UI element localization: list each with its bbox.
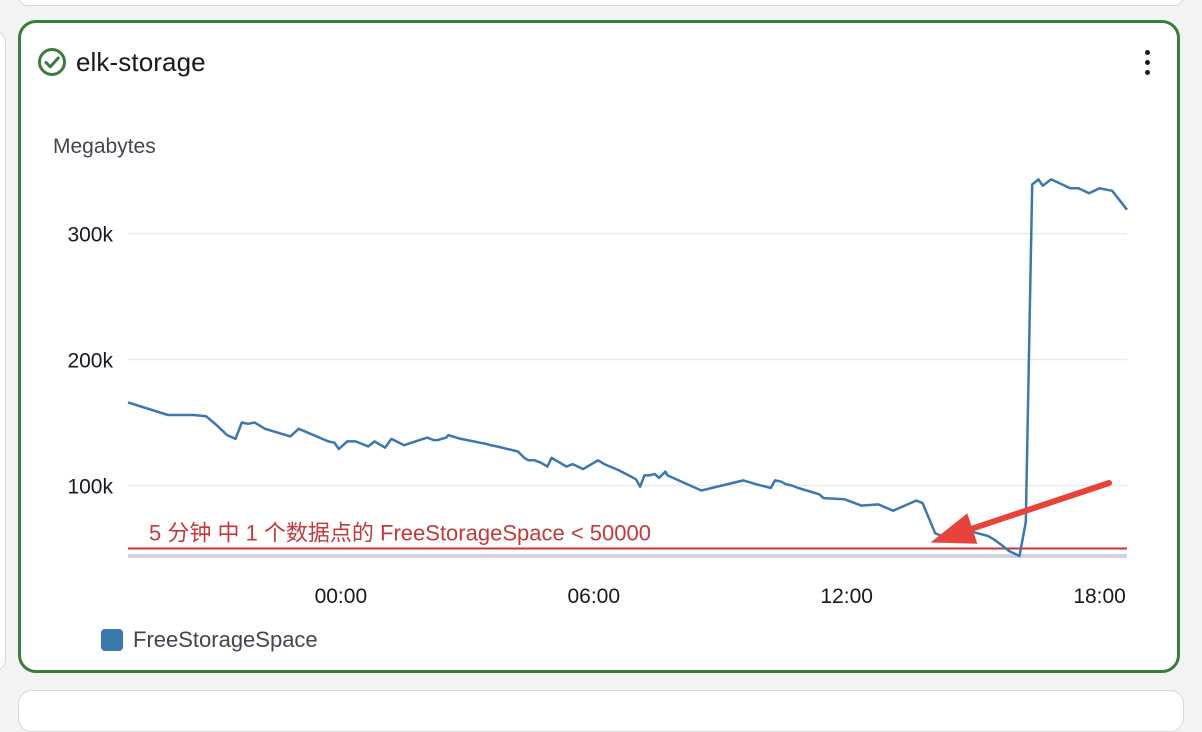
x-tick-label: 06:00 [567, 585, 620, 608]
x-tick-label: 00:00 [315, 585, 368, 608]
y-axis-label: Megabytes [53, 135, 156, 158]
y-tick-label: 200k [67, 350, 113, 373]
check-circle-icon [37, 47, 67, 77]
red-arrow [930, 480, 1112, 544]
alarm-widget-card: elk-storage Megabytes 100k 200k 300k 00:00… [18, 20, 1180, 673]
more-vertical-icon[interactable] [1137, 45, 1157, 79]
x-tick-label: 18:00 [1073, 585, 1126, 608]
y-tick-label: 100k [67, 475, 113, 498]
legend-swatch [101, 629, 123, 651]
widget-header: elk-storage [37, 45, 206, 79]
legend-label: FreeStorageSpace [133, 627, 318, 652]
legend-item[interactable]: FreeStorageSpace [101, 627, 318, 653]
line-chart: Megabytes 100k 200k 300k 00:00 06:00 12:00 18… [53, 135, 1128, 608]
previous-widget-card [18, 0, 1184, 6]
adjacent-widget-card [0, 30, 6, 672]
threshold-annotation-text: 5 分钟 中 1 个数据点的 FreeStorageSpace < 50000 [149, 520, 651, 545]
series-line-freestoragespace [127, 178, 1128, 558]
x-tick-label: 12:00 [820, 585, 873, 608]
y-tick-label: 300k [67, 224, 113, 247]
next-widget-card [18, 690, 1184, 732]
widget-title[interactable]: elk-storage [76, 46, 206, 77]
